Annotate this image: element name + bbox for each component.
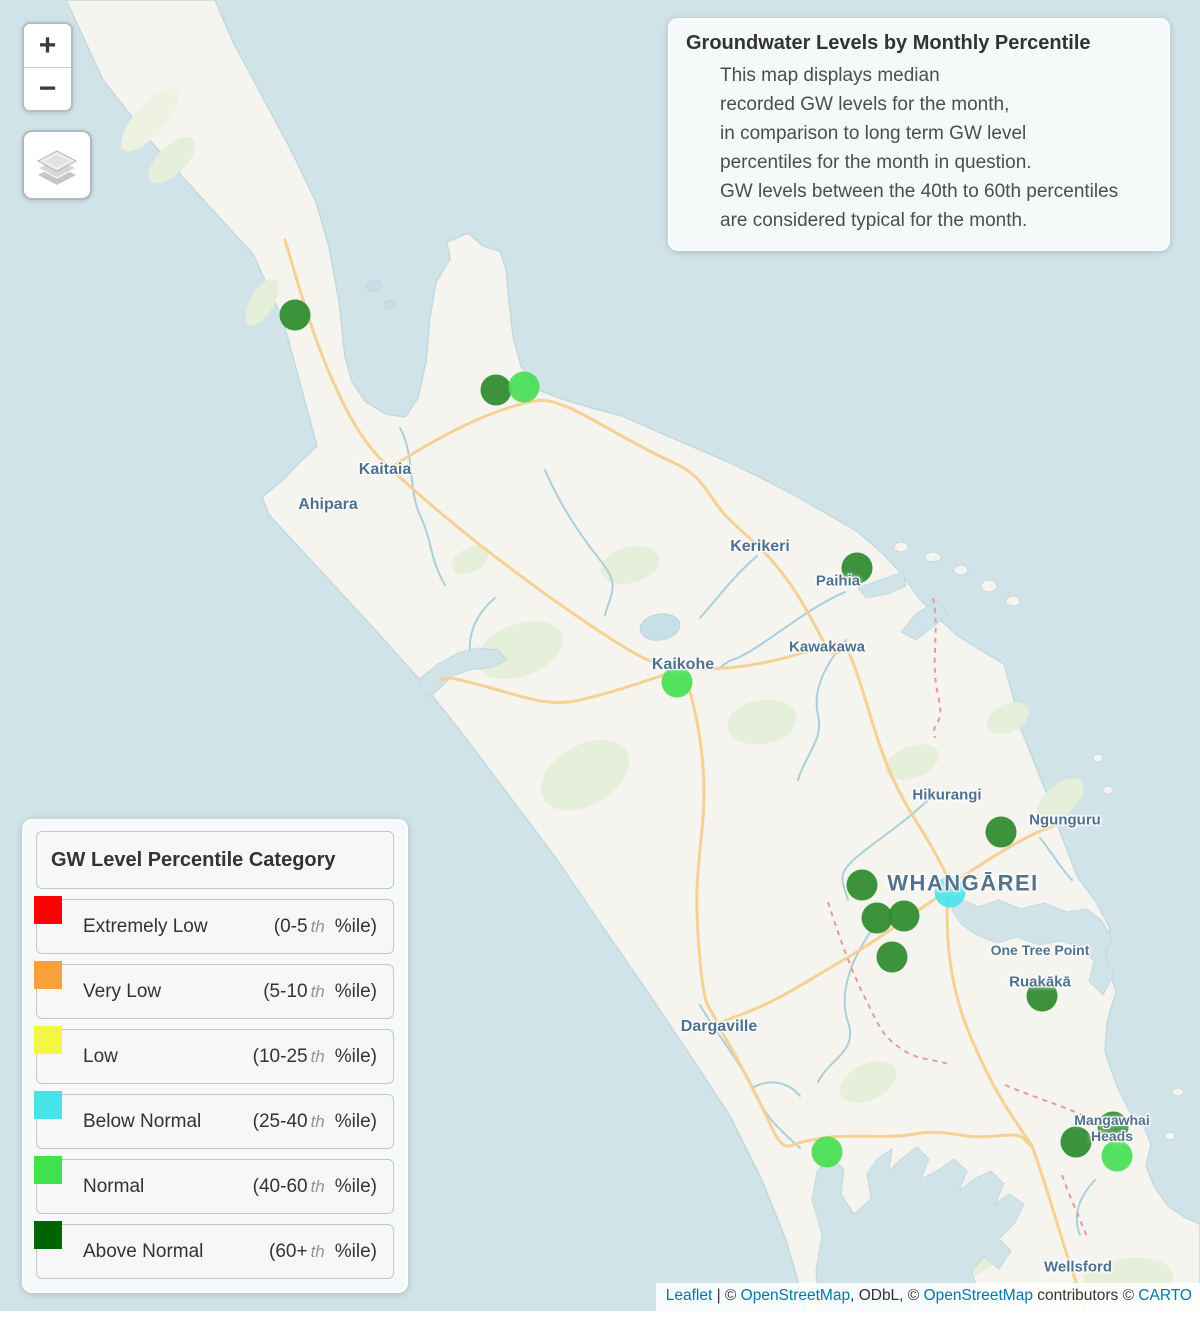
legend-item-range: (60+ th %ile) bbox=[269, 1240, 377, 1262]
map-marker-normal[interactable] bbox=[661, 666, 693, 698]
info-panel: Groundwater Levels by Monthly Percentile… bbox=[668, 18, 1170, 251]
info-panel-line: are considered typical for the month. bbox=[720, 210, 1028, 231]
map-marker-above-normal[interactable] bbox=[480, 374, 512, 406]
legend-item-range: (10-25 th %ile) bbox=[252, 1045, 377, 1067]
legend-item-above-normal: Above Normal (60+ th %ile) bbox=[34, 1221, 394, 1279]
map-marker-above-normal[interactable] bbox=[279, 299, 311, 331]
lakes bbox=[365, 280, 681, 641]
zoom-out-button[interactable]: − bbox=[24, 67, 71, 110]
legend-item-very-low: Very Low (5-10 th %ile) bbox=[34, 961, 394, 1019]
attribution: Leaflet | © OpenStreetMap, ODbL, © OpenS… bbox=[655, 1283, 1200, 1311]
legend-item-label: Normal bbox=[83, 1175, 145, 1197]
legend-item-range: (0-5 th %ile) bbox=[273, 915, 377, 937]
attribution-link[interactable]: CARTO bbox=[1138, 1287, 1192, 1304]
legend-item-label: Extremely Low bbox=[83, 915, 208, 937]
map-marker-above-normal[interactable] bbox=[888, 900, 920, 932]
map-marker-normal[interactable] bbox=[811, 1136, 843, 1168]
legend-swatch-extremely-low bbox=[34, 896, 62, 924]
attribution-link[interactable]: OpenStreetMap bbox=[923, 1287, 1033, 1304]
attribution-link[interactable]: Leaflet bbox=[665, 1287, 713, 1304]
layers-button[interactable] bbox=[22, 130, 92, 200]
legend-item-label: Low bbox=[83, 1045, 118, 1067]
legend-item-low: Low (10-25 th %ile) bbox=[34, 1026, 394, 1084]
map-marker-above-normal[interactable] bbox=[1026, 980, 1058, 1012]
info-panel-line: recorded GW levels for the month, bbox=[720, 94, 1010, 115]
legend-item-label: Below Normal bbox=[83, 1110, 202, 1132]
zoom-control: + − bbox=[22, 22, 73, 112]
info-panel-line: percentiles for the month in question. bbox=[720, 152, 1032, 173]
map-marker-above-normal[interactable] bbox=[985, 816, 1017, 848]
legend-item-range: (40-60 th %ile) bbox=[252, 1175, 377, 1197]
legend-swatch-very-low bbox=[34, 961, 62, 989]
layers-icon bbox=[34, 141, 80, 190]
legend-item-label: Above Normal bbox=[83, 1240, 204, 1262]
map-marker-above-normal[interactable] bbox=[1097, 1111, 1129, 1143]
map-marker-above-normal[interactable] bbox=[876, 941, 908, 973]
legend-swatch-below-normal bbox=[34, 1091, 62, 1119]
info-panel-title: Groundwater Levels by Monthly Percentile bbox=[686, 32, 1091, 54]
map-marker-normal[interactable] bbox=[1101, 1140, 1133, 1172]
map-marker-above-normal[interactable] bbox=[861, 902, 893, 934]
legend-swatch-normal bbox=[34, 1156, 62, 1184]
legend-item-extremely-low: Extremely Low (0-5 th %ile) bbox=[34, 896, 394, 954]
legend-swatch-above-normal bbox=[34, 1221, 62, 1249]
legend-item-range: (25-40 th %ile) bbox=[252, 1110, 377, 1132]
legend-item-normal: Normal (40-60 th %ile) bbox=[34, 1156, 394, 1214]
map-marker-above-normal[interactable] bbox=[846, 869, 878, 901]
info-panel-line: in comparison to long term GW level bbox=[720, 123, 1027, 144]
legend-title: GW Level Percentile Category bbox=[36, 831, 394, 889]
attribution-text: , ODbL, © bbox=[850, 1287, 924, 1304]
rivers bbox=[399, 427, 1096, 1236]
harbour-water bbox=[418, 571, 1115, 1311]
map-marker-normal[interactable] bbox=[508, 371, 540, 403]
zoom-in-button[interactable]: + bbox=[24, 24, 71, 67]
legend-item-label: Very Low bbox=[83, 980, 162, 1002]
boundary-lines bbox=[827, 597, 1096, 1241]
map-marker-above-normal[interactable] bbox=[1060, 1126, 1092, 1158]
map-marker-below-normal[interactable] bbox=[934, 876, 966, 908]
attribution-text: | © bbox=[712, 1287, 741, 1304]
attribution-link[interactable]: OpenStreetMap bbox=[740, 1287, 851, 1304]
legend-swatch-low bbox=[34, 1026, 62, 1054]
attribution-text: contributors © bbox=[1032, 1287, 1139, 1304]
legend-item-range: (5-10 th %ile) bbox=[263, 980, 377, 1002]
islands bbox=[893, 541, 1185, 1141]
info-panel-line: This map displays median bbox=[720, 65, 940, 86]
info-panel-line: GW levels between the 40th to 60th perce… bbox=[720, 181, 1119, 202]
legend-panel: GW Level Percentile Category Extremely L… bbox=[22, 819, 408, 1293]
map-marker-above-normal[interactable] bbox=[841, 552, 873, 584]
legend-item-below-normal: Below Normal (25-40 th %ile) bbox=[34, 1091, 394, 1149]
